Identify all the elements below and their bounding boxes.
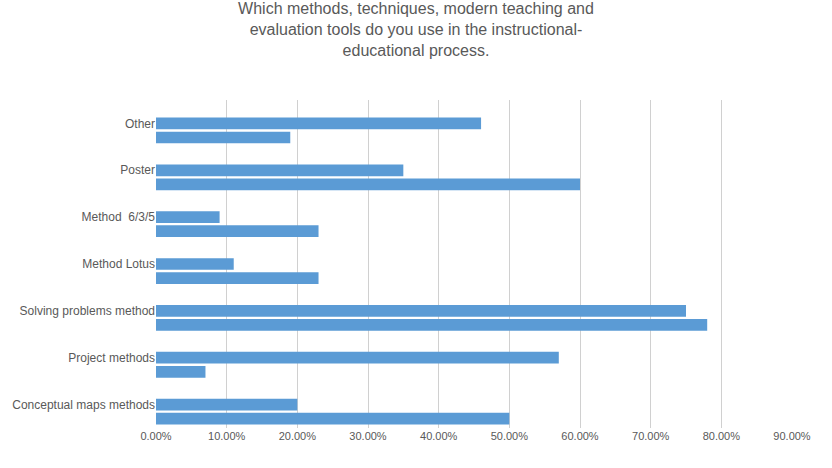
svg-text:Project methods: Project methods <box>68 351 155 365</box>
svg-text:Conceptual maps methods: Conceptual maps methods <box>12 398 155 412</box>
svg-text:10.00%: 10.00% <box>208 430 246 442</box>
svg-text:50.00%: 50.00% <box>491 430 529 442</box>
svg-text:70.00%: 70.00% <box>632 430 670 442</box>
svg-text:90.00%: 90.00% <box>773 430 811 442</box>
svg-text:30.00%: 30.00% <box>349 430 387 442</box>
svg-text:Poster: Poster <box>120 163 155 177</box>
svg-text:60.00%: 60.00% <box>561 430 599 442</box>
svg-text:Method Lotus: Method Lotus <box>82 257 155 271</box>
svg-text:40.00%: 40.00% <box>420 430 458 442</box>
svg-text:Which methods, techniques, mod: Which methods, techniques, modern teachi… <box>238 0 594 59</box>
svg-text:Other: Other <box>125 117 155 131</box>
svg-text:80.00%: 80.00% <box>703 430 741 442</box>
svg-text:0.00%: 0.00% <box>140 430 171 442</box>
svg-text:Method 6/3/5: Method 6/3/5 <box>82 210 156 224</box>
svg-text:Solving problems method: Solving problems method <box>20 304 155 318</box>
svg-text:20.00%: 20.00% <box>279 430 317 442</box>
